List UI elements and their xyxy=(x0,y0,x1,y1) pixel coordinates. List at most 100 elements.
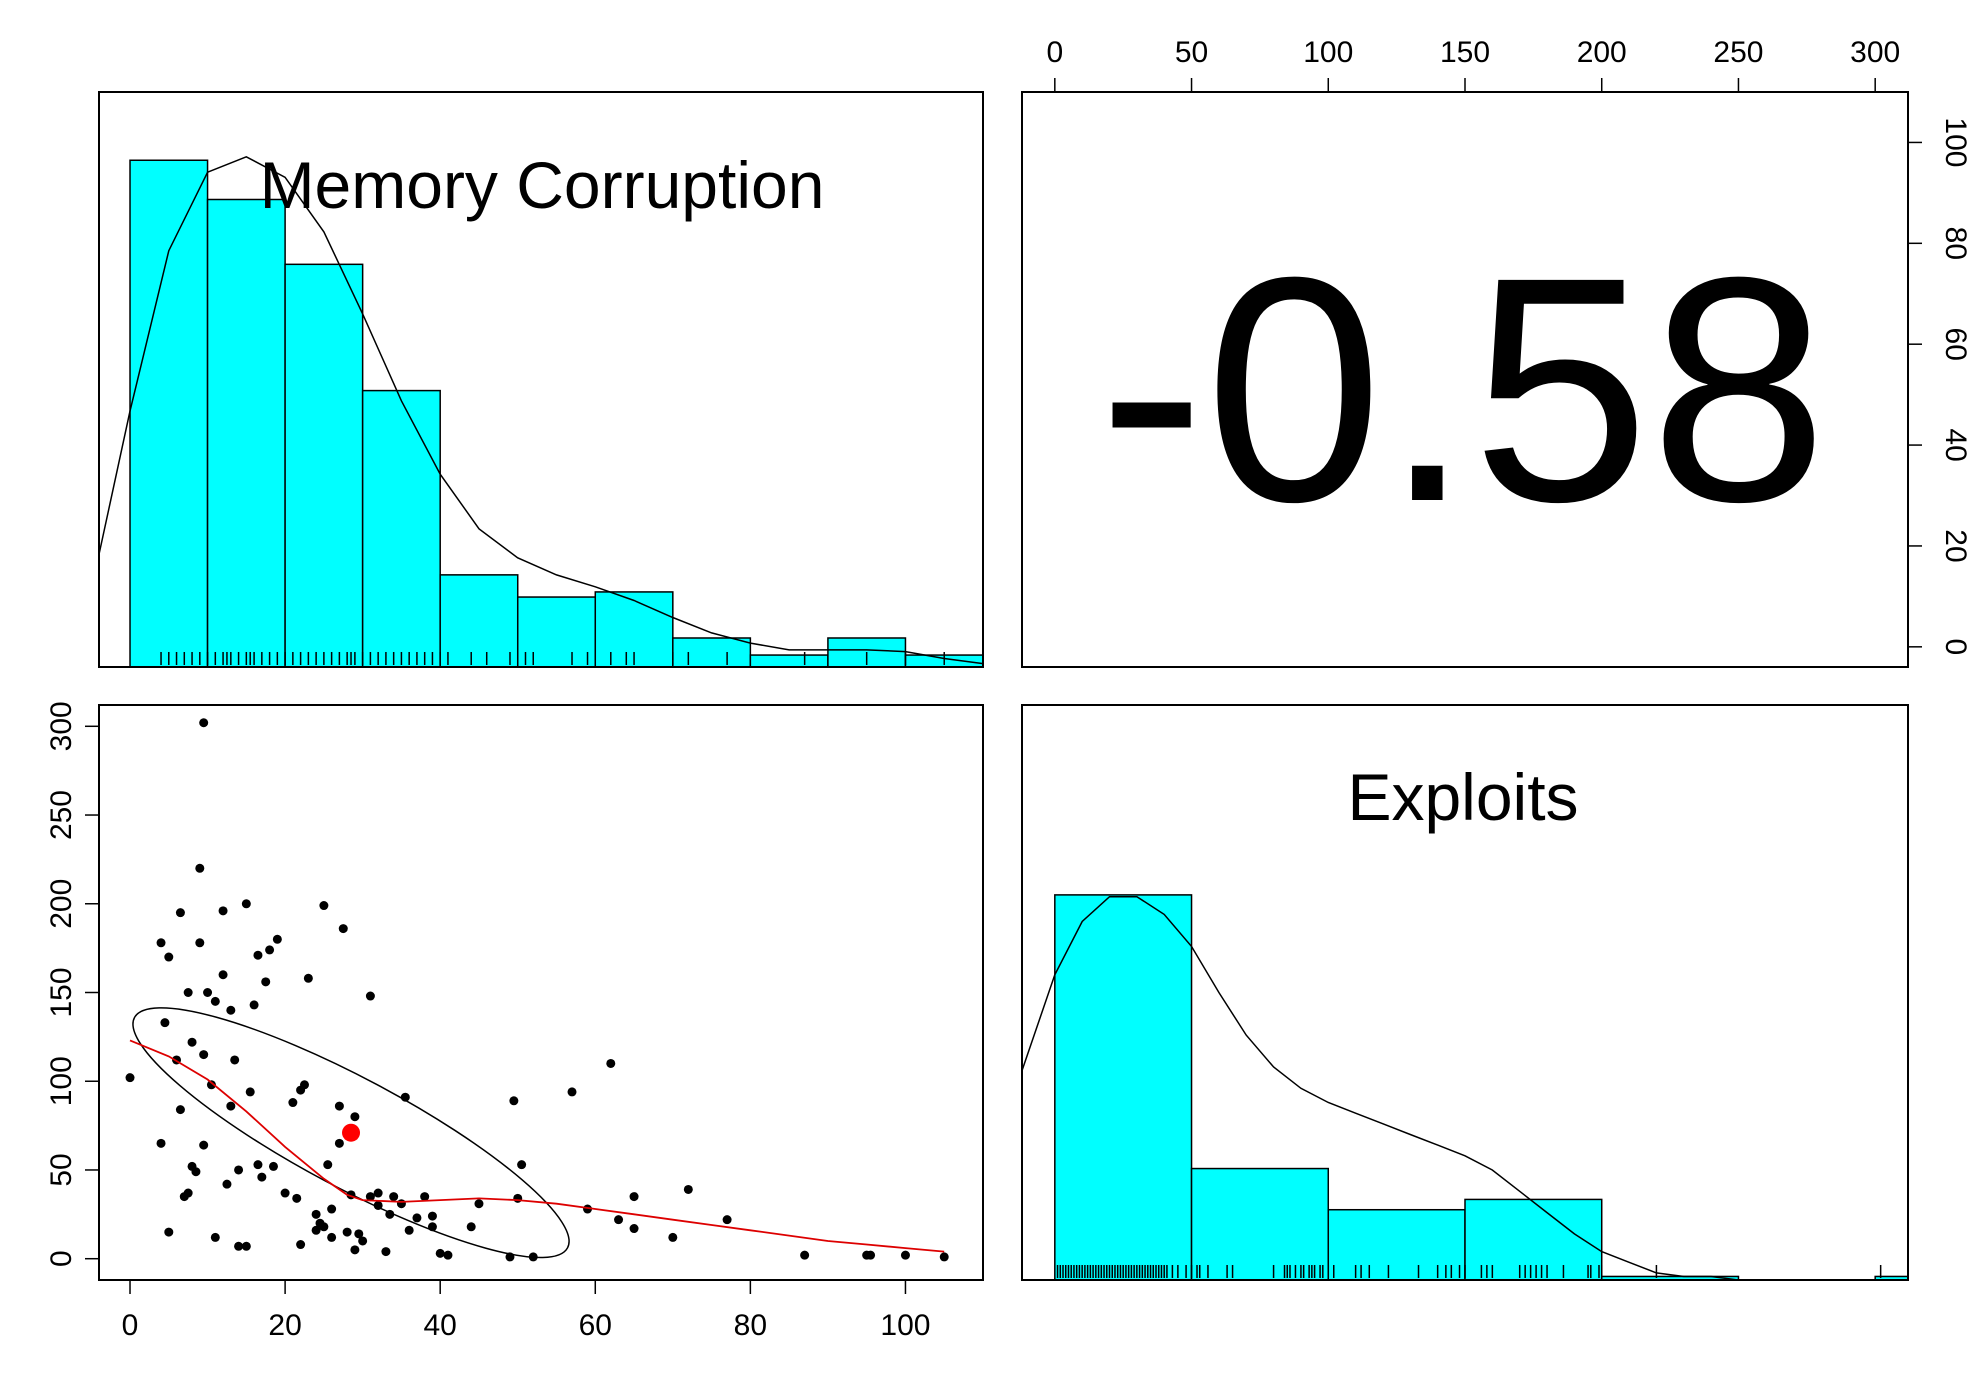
top-x-tick-label: 300 xyxy=(1850,36,1900,69)
scatter-point xyxy=(222,1179,232,1189)
scatter-point xyxy=(350,1112,360,1122)
scatter-point xyxy=(606,1058,616,1068)
exploits-frame xyxy=(1021,704,1909,1281)
scatter-point xyxy=(280,1188,290,1198)
memory-corruption-title: Memory Corruption xyxy=(260,148,825,222)
x-tick-label: 40 xyxy=(424,1309,457,1342)
exploits-bar-3 xyxy=(1464,1198,1603,1281)
scatter-point xyxy=(175,1105,185,1115)
y-tick-label: 200 xyxy=(45,879,78,929)
scatter-point xyxy=(319,1222,329,1232)
memory-corruption-bar-7 xyxy=(672,637,752,668)
top-x-tick-label: 250 xyxy=(1713,36,1763,69)
scatter-point xyxy=(311,1225,321,1235)
x-tick-label: 0 xyxy=(122,1309,139,1342)
scatter-point xyxy=(443,1250,453,1260)
scatter-point xyxy=(187,1037,197,1047)
scatter-point xyxy=(412,1213,422,1223)
scatter-point xyxy=(466,1222,476,1232)
scatter-point xyxy=(435,1248,445,1258)
top-x-axis-ticks: 0 50 100 150 200 250 300 xyxy=(1046,36,1900,92)
scatter-point xyxy=(342,1227,352,1237)
correlation-ellipse xyxy=(132,1007,570,1259)
scatter-point xyxy=(199,1140,209,1150)
scatter-point xyxy=(156,938,166,948)
scatter-point xyxy=(191,1167,201,1177)
right-y-tick-label: 60 xyxy=(1939,328,1972,361)
x-tick-label: 100 xyxy=(880,1309,930,1342)
scatter-point xyxy=(334,1138,344,1148)
scatter-point xyxy=(210,1232,220,1242)
scatter-point xyxy=(373,1188,383,1198)
top-x-tick-label: 0 xyxy=(1046,36,1063,69)
scatter-point xyxy=(323,1160,333,1170)
memory-corruption-bar-1 xyxy=(206,198,286,668)
top-x-tick-label: 100 xyxy=(1303,36,1353,69)
exploits-rug xyxy=(1056,1265,1882,1278)
scatter-point xyxy=(261,977,271,987)
right-y-tick-label: 40 xyxy=(1939,428,1972,461)
y-tick-label: 50 xyxy=(45,1153,78,1186)
scatter-point xyxy=(195,863,205,873)
scatter-point xyxy=(210,996,220,1006)
right-y-tick-label: 80 xyxy=(1939,227,1972,260)
scatter-point xyxy=(939,1252,949,1262)
scatter-frame xyxy=(98,704,984,1281)
exploits-histogram-panel: Exploits xyxy=(1021,704,1909,1281)
memory-corruption-bar-8 xyxy=(749,654,829,668)
scatter-point xyxy=(265,945,275,955)
scatter-point xyxy=(288,1098,298,1108)
memory-corruption-bar-4 xyxy=(439,574,519,668)
correlation-value: -0.58 xyxy=(1098,210,1827,568)
scatter-point xyxy=(241,899,251,909)
memory-corruption-bar-0 xyxy=(129,159,209,668)
mean-point xyxy=(342,1123,361,1142)
y-tick-label: 300 xyxy=(45,701,78,751)
x-tick-label: 20 xyxy=(268,1309,301,1342)
exploits-bar-1 xyxy=(1190,1167,1330,1281)
scatter-point xyxy=(234,1165,244,1175)
scatter-point xyxy=(683,1184,693,1194)
correlation-panel: -0.58 0 50 100 150 200 250 300 0 20 40 60 80 100 xyxy=(1021,36,1972,668)
scatter-point xyxy=(338,924,348,934)
scatter-point xyxy=(199,718,209,728)
memory-corruption-bars xyxy=(129,159,984,668)
scatter-point xyxy=(567,1087,577,1097)
scatter-point xyxy=(389,1192,399,1202)
bottom-x-axis-ticks: 0 20 40 60 80 100 xyxy=(122,1280,930,1342)
memory-corruption-bar-2 xyxy=(284,263,364,668)
y-tick-label: 150 xyxy=(45,967,78,1017)
scatter-point xyxy=(226,1101,236,1111)
scatter-point xyxy=(156,1138,166,1148)
scatter-point xyxy=(164,952,174,962)
memory-corruption-rug xyxy=(160,652,945,665)
scatter-point xyxy=(327,1204,337,1214)
exploits-bar-0 xyxy=(1054,894,1193,1281)
scatter-point xyxy=(257,1172,267,1182)
top-x-tick-label: 150 xyxy=(1440,36,1490,69)
scatter-point xyxy=(183,988,193,997)
scatter-point xyxy=(396,1199,406,1209)
scatter-point xyxy=(226,1005,236,1015)
scatter-point xyxy=(249,1000,259,1010)
memory-corruption-frame xyxy=(98,91,984,668)
scatter-point xyxy=(206,1080,216,1090)
scatter-point xyxy=(474,1199,484,1209)
exploits-bar-2 xyxy=(1327,1208,1466,1281)
scatter-point xyxy=(629,1192,639,1202)
right-y-tick-label: 20 xyxy=(1939,529,1972,562)
correlation-frame xyxy=(1021,91,1909,668)
memory-corruption-bar-5 xyxy=(516,596,597,668)
scatter-point xyxy=(296,1240,306,1250)
top-x-tick-label: 50 xyxy=(1175,36,1208,69)
scatter-point xyxy=(253,950,263,960)
scatter-point xyxy=(427,1211,437,1221)
scatter-point xyxy=(183,1188,193,1198)
scatter-point xyxy=(218,970,228,980)
scatter-point xyxy=(404,1225,414,1235)
scatter-point xyxy=(629,1224,639,1234)
scatter-point xyxy=(268,1161,278,1171)
scatter-point xyxy=(203,988,213,997)
scatter-point xyxy=(234,1241,244,1251)
